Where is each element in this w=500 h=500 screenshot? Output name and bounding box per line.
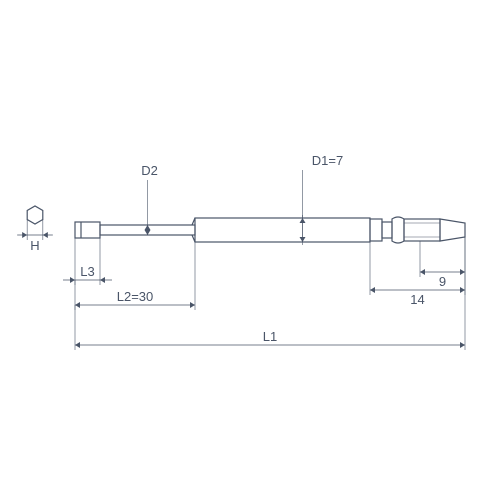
arrowhead xyxy=(75,302,80,308)
arrowhead xyxy=(460,269,465,275)
groove xyxy=(382,222,392,238)
detent xyxy=(392,217,404,243)
label-D1: D1=7 xyxy=(312,153,343,168)
dim-label: L2=30 xyxy=(117,289,154,304)
arrowhead xyxy=(460,287,465,293)
label-D2: D2 xyxy=(141,163,158,178)
arrowhead xyxy=(22,232,27,238)
arrowhead xyxy=(70,277,75,283)
arrowhead xyxy=(100,277,105,283)
hex-transition xyxy=(370,219,382,241)
arrowhead xyxy=(145,230,151,235)
hex-body xyxy=(404,219,440,241)
dim-label: L1 xyxy=(263,329,277,344)
arrowhead xyxy=(420,269,425,275)
arrowhead xyxy=(145,225,151,230)
shaft xyxy=(195,218,370,242)
arrowhead xyxy=(75,342,80,348)
arrowhead xyxy=(460,342,465,348)
dim-label: 14 xyxy=(410,292,424,307)
arrowhead xyxy=(43,232,48,238)
hex-end-view xyxy=(27,206,43,224)
label-L3: L3 xyxy=(80,264,94,279)
arrowhead xyxy=(300,237,306,242)
dim-label: 9 xyxy=(439,274,446,289)
arrowhead xyxy=(190,302,195,308)
arrowhead xyxy=(300,218,306,223)
label-H: H xyxy=(30,238,39,253)
tip xyxy=(75,222,100,238)
arrowhead xyxy=(370,287,375,293)
chamfer xyxy=(440,219,465,241)
technical-drawing: H D1=7 D2 L3 L2=30 L1 14 9 xyxy=(0,0,500,500)
